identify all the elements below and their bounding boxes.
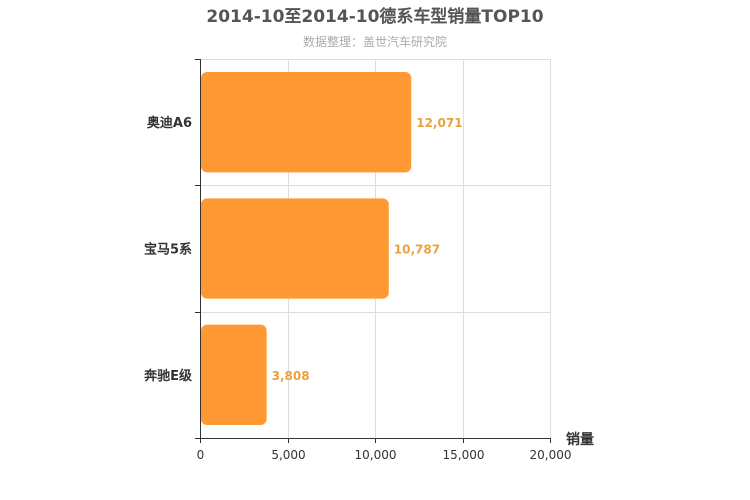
x-tick-label: 5,000 <box>271 448 305 462</box>
chart-subtitle: 数据整理：盖世汽车研究院 <box>303 34 447 49</box>
bar <box>201 198 389 299</box>
data-label: 10,787 <box>394 243 440 257</box>
x-axis-title: 销量 <box>566 431 594 448</box>
bar <box>201 324 267 425</box>
bars: 奥迪A6 12,071 宝马5系 10,787 奔驰E级 3,808 <box>143 72 463 425</box>
category-label: 宝马5系 <box>144 242 192 258</box>
x-tick-label: 0 <box>197 448 205 462</box>
category-label: 奥迪A6 <box>147 115 192 131</box>
x-tick-label: 20,000 <box>530 448 572 462</box>
category-label: 奔驰E级 <box>143 368 193 384</box>
axes: 0 5,000 10,000 15,000 20,000 <box>195 59 572 462</box>
x-tick-label: 10,000 <box>355 448 397 462</box>
x-tick-label: 15,000 <box>443 448 485 462</box>
chart-title: 2014-10至2014-10德系车型销量TOP10 <box>206 6 543 27</box>
data-label: 3,808 <box>272 369 310 383</box>
bar <box>201 72 412 173</box>
data-label: 12,071 <box>416 116 462 130</box>
